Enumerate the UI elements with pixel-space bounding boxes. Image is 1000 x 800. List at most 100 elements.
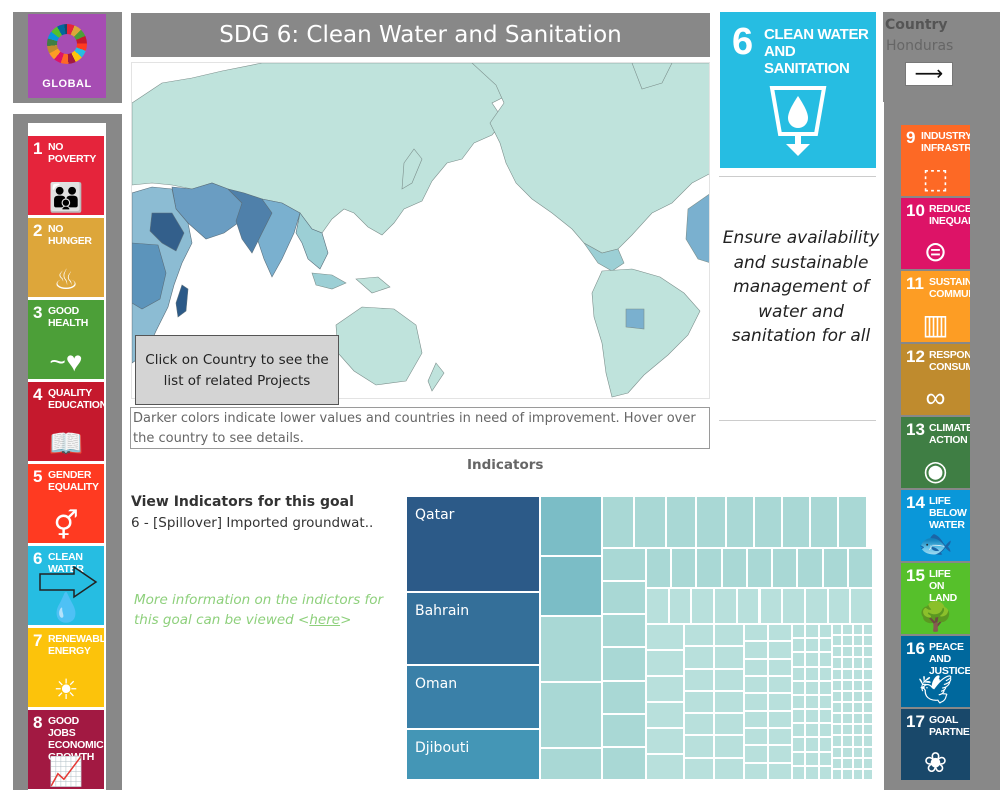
treemap-cell[interactable]: [804, 588, 828, 624]
treemap-cell[interactable]: [666, 496, 696, 548]
treemap-cell[interactable]: [744, 762, 768, 780]
treemap-cell[interactable]: [818, 680, 832, 695]
treemap-cell[interactable]: [818, 723, 832, 738]
treemap-cell[interactable]: [842, 646, 853, 658]
treemap-cell[interactable]: [646, 728, 684, 754]
treemap-cell[interactable]: [818, 666, 832, 681]
goal-tile-17[interactable]: 17Goal Partners ❀: [901, 709, 970, 780]
treemap-cell[interactable]: [818, 638, 832, 653]
treemap-cell[interactable]: [842, 713, 853, 725]
treemap-cell-bahrain[interactable]: Bahrain: [406, 592, 540, 665]
treemap-cell[interactable]: [832, 768, 843, 780]
treemap-cell[interactable]: [602, 680, 646, 714]
treemap-cell[interactable]: [862, 646, 873, 658]
global-goal-tile[interactable]: GLOBAL: [28, 14, 106, 98]
treemap-cell[interactable]: [862, 702, 873, 714]
treemap-cell[interactable]: [852, 735, 863, 747]
treemap-cell[interactable]: [540, 748, 602, 780]
treemap-cell[interactable]: [805, 765, 819, 780]
treemap-cell[interactable]: [714, 757, 744, 780]
treemap-cell[interactable]: [714, 646, 744, 669]
treemap-cell[interactable]: [842, 635, 853, 647]
treemap-cell[interactable]: [792, 723, 806, 738]
treemap-cell[interactable]: [832, 624, 843, 636]
treemap-cell[interactable]: [805, 723, 819, 738]
treemap-cell[interactable]: [862, 679, 873, 691]
treemap-cell[interactable]: [714, 690, 744, 714]
treemap-cell[interactable]: [822, 548, 848, 588]
treemap-cell[interactable]: [847, 548, 873, 588]
treemap-cell[interactable]: [744, 676, 768, 694]
treemap-cell[interactable]: [602, 496, 634, 548]
treemap-cell[interactable]: [721, 548, 747, 588]
treemap-cell[interactable]: [832, 668, 843, 680]
treemap-cell[interactable]: [842, 768, 853, 780]
treemap-cell[interactable]: [726, 496, 754, 548]
treemap-cell[interactable]: [602, 746, 646, 780]
treemap-cell[interactable]: [862, 757, 873, 769]
goal-tile-7[interactable]: 7 Renewable Energy ☀: [28, 628, 104, 707]
treemap-cell[interactable]: [842, 746, 853, 758]
treemap-cell[interactable]: [671, 548, 697, 588]
treemap-cell[interactable]: [768, 728, 792, 746]
treemap-cell[interactable]: [768, 641, 792, 659]
treemap-cell[interactable]: [832, 690, 843, 702]
treemap-cell[interactable]: [768, 676, 792, 694]
treemap-cell[interactable]: [744, 710, 768, 728]
treemap-cell[interactable]: [832, 702, 843, 714]
treemap-cell[interactable]: [792, 694, 806, 710]
choropleth-map[interactable]: [132, 63, 710, 399]
treemap-cell[interactable]: [862, 668, 873, 680]
treemap-cell[interactable]: [832, 724, 843, 736]
treemap-cell[interactable]: [805, 709, 819, 724]
treemap-cell[interactable]: [805, 737, 819, 752]
treemap-cell[interactable]: [696, 496, 726, 548]
treemap-cell[interactable]: [792, 652, 806, 667]
treemap-cell[interactable]: [818, 624, 832, 639]
treemap-cell[interactable]: [842, 690, 853, 702]
country-value[interactable]: Honduras: [886, 38, 954, 54]
treemap-cell[interactable]: [862, 624, 873, 636]
treemap-cell[interactable]: [805, 652, 819, 667]
treemap-cell[interactable]: [744, 745, 768, 763]
goal-tile-5[interactable]: 5 Gender Equality ⚥: [28, 464, 104, 543]
treemap-cell[interactable]: [646, 548, 672, 588]
treemap-cell[interactable]: [768, 710, 792, 728]
goal-tile-3[interactable]: 3 Good Health ~♥: [28, 300, 104, 379]
treemap-cell[interactable]: [540, 496, 602, 556]
goal-tile-9[interactable]: 9 Industry, Infrastructure ⬚: [901, 125, 970, 196]
treemap-cell[interactable]: [684, 668, 714, 691]
treemap-cell[interactable]: [646, 754, 684, 780]
treemap-cell[interactable]: [646, 650, 684, 676]
goal-tile-1[interactable]: 1 No Poverty 👪: [28, 136, 104, 215]
treemap-cell[interactable]: [852, 690, 863, 702]
treemap-cell[interactable]: [792, 737, 806, 752]
treemap-cell[interactable]: [772, 548, 798, 588]
treemap-cell[interactable]: [714, 588, 737, 624]
treemap-cell[interactable]: [852, 702, 863, 714]
goal-tile-10[interactable]: 10Reduced Inequalities ⊜: [901, 198, 970, 269]
treemap-cell[interactable]: [684, 757, 714, 780]
treemap-cell[interactable]: [842, 657, 853, 669]
treemap-cell[interactable]: [744, 693, 768, 711]
goal-tile-13[interactable]: 13 Climate Action ◉: [901, 417, 970, 488]
treemap-cell[interactable]: [832, 735, 843, 747]
treemap-cell[interactable]: [832, 646, 843, 658]
treemap-cell[interactable]: [805, 751, 819, 766]
treemap-cell[interactable]: [832, 713, 843, 725]
treemap-cell[interactable]: [768, 745, 792, 763]
goal-tile-15[interactable]: 15 Life On Land 🌳: [901, 563, 970, 634]
treemap-cell[interactable]: [805, 666, 819, 681]
treemap-cell[interactable]: [602, 713, 646, 747]
treemap-cell[interactable]: [842, 735, 853, 747]
treemap-cell[interactable]: [862, 713, 873, 725]
treemap-cell[interactable]: [805, 680, 819, 695]
treemap-cell[interactable]: [782, 496, 810, 548]
goal-tile-12[interactable]: 12Responsible Consumption ∞: [901, 344, 970, 415]
treemap-cell[interactable]: [818, 709, 832, 724]
treemap-cell[interactable]: [852, 757, 863, 769]
treemap-cell[interactable]: [696, 548, 722, 588]
treemap-cell[interactable]: [768, 658, 792, 676]
treemap-cell[interactable]: [754, 496, 782, 548]
treemap-cell[interactable]: [744, 658, 768, 676]
